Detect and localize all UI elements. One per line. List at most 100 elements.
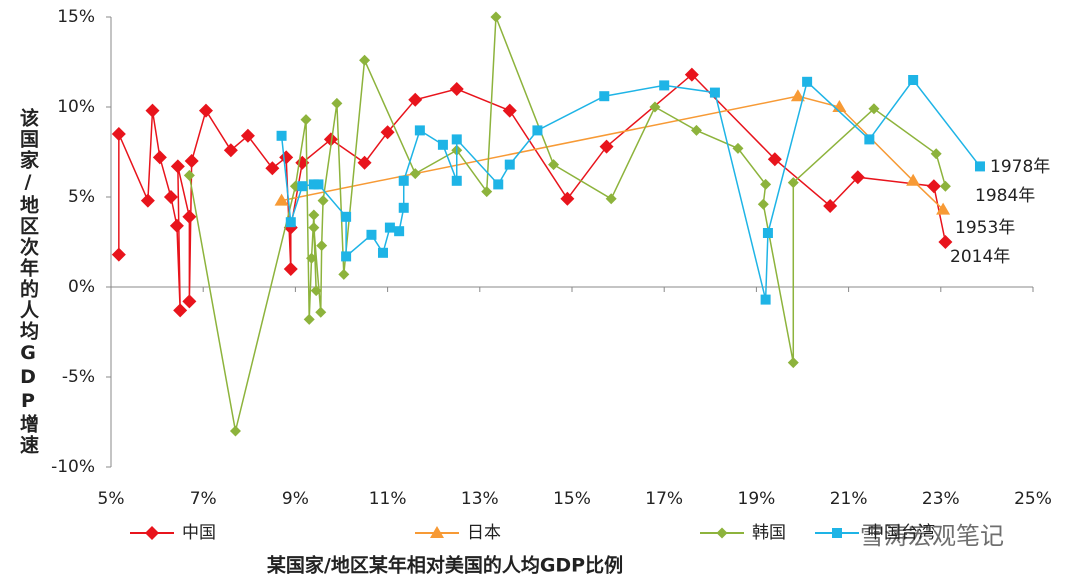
data-point bbox=[864, 134, 875, 145]
data-point bbox=[198, 103, 213, 118]
data-point bbox=[310, 285, 322, 297]
data-point bbox=[757, 198, 769, 210]
data-point bbox=[414, 125, 425, 136]
data-point bbox=[762, 228, 773, 238]
data-point bbox=[394, 226, 405, 237]
data-point bbox=[659, 80, 670, 91]
data-point bbox=[265, 161, 280, 176]
data-point bbox=[787, 177, 799, 189]
data-point bbox=[111, 247, 126, 262]
data-point bbox=[184, 154, 199, 168]
data-point bbox=[939, 180, 951, 192]
data-point bbox=[684, 67, 699, 82]
data-point bbox=[279, 150, 294, 165]
data-point bbox=[240, 128, 255, 143]
data-point bbox=[906, 173, 921, 186]
data-point bbox=[163, 190, 178, 204]
data-point bbox=[223, 143, 238, 158]
x-tick-label: 13% bbox=[461, 489, 499, 509]
data-point bbox=[183, 169, 195, 181]
data-point bbox=[490, 11, 502, 23]
x-tick-label: 25% bbox=[1014, 489, 1052, 509]
x-axis-label: 某国家/地区某年相对美国的人均GDP比例 bbox=[267, 554, 623, 577]
data-point bbox=[868, 103, 880, 115]
data-point bbox=[790, 89, 805, 102]
data-point bbox=[338, 268, 350, 280]
data-point bbox=[300, 114, 312, 126]
data-point bbox=[169, 218, 184, 233]
x-tick-label: 21% bbox=[830, 489, 868, 509]
data-point bbox=[481, 186, 493, 198]
x-tick-label: 19% bbox=[738, 489, 776, 509]
data-point bbox=[182, 294, 197, 309]
data-point bbox=[974, 161, 985, 172]
data-point bbox=[760, 294, 771, 305]
data-point bbox=[451, 134, 462, 145]
data-point bbox=[316, 240, 328, 252]
data-point bbox=[649, 101, 661, 113]
data-point bbox=[313, 179, 324, 190]
data-point bbox=[315, 306, 327, 318]
data-point bbox=[276, 130, 287, 141]
x-tick-label: 5% bbox=[98, 489, 125, 509]
data-point bbox=[398, 175, 409, 186]
x-tick-label: 17% bbox=[645, 489, 683, 509]
y-tick-label: -5% bbox=[62, 367, 95, 387]
data-point bbox=[532, 125, 543, 136]
legend-marker bbox=[145, 526, 159, 540]
data-point bbox=[599, 139, 614, 154]
data-point bbox=[850, 170, 865, 185]
legend-label: 日本 bbox=[467, 523, 501, 543]
watermark: 雪涛宏观笔记 bbox=[860, 522, 1004, 550]
data-point bbox=[366, 229, 377, 240]
data-point bbox=[787, 357, 799, 369]
y-tick-label: 0% bbox=[68, 277, 95, 297]
data-point bbox=[317, 195, 329, 207]
data-point bbox=[504, 159, 515, 170]
data-point bbox=[323, 132, 338, 147]
data-point bbox=[377, 247, 388, 258]
data-point bbox=[908, 75, 919, 85]
data-point bbox=[930, 148, 942, 160]
data-point bbox=[357, 155, 372, 170]
y-tick-label: 15% bbox=[57, 7, 95, 27]
data-point bbox=[331, 97, 343, 109]
legend-marker bbox=[716, 527, 728, 539]
data-point bbox=[449, 82, 464, 96]
data-point bbox=[111, 127, 126, 141]
annotation: 1978年 bbox=[990, 157, 1050, 177]
data-point bbox=[341, 251, 352, 262]
data-point bbox=[709, 87, 720, 98]
legend-label: 中国 bbox=[182, 523, 216, 543]
data-point bbox=[760, 178, 772, 190]
data-point bbox=[283, 262, 298, 276]
data-point bbox=[408, 92, 423, 107]
data-point bbox=[140, 193, 155, 208]
legend-marker bbox=[832, 528, 842, 538]
data-point bbox=[173, 303, 188, 318]
series-line bbox=[188, 16, 947, 432]
legend-label: 中国台湾 bbox=[867, 523, 935, 543]
data-point bbox=[306, 252, 318, 264]
data-point bbox=[802, 76, 813, 87]
data-point bbox=[502, 103, 517, 118]
data-point bbox=[767, 152, 782, 167]
annotation: 2014年 bbox=[950, 247, 1010, 267]
data-point bbox=[145, 103, 160, 118]
data-point bbox=[341, 211, 352, 222]
data-point bbox=[297, 181, 308, 192]
data-point bbox=[493, 179, 504, 190]
data-point bbox=[384, 222, 395, 233]
x-tick-label: 15% bbox=[553, 489, 591, 509]
data-point bbox=[936, 202, 951, 215]
data-point bbox=[398, 202, 409, 213]
data-point bbox=[823, 199, 838, 213]
data-point bbox=[437, 139, 448, 150]
x-tick-label: 7% bbox=[190, 489, 217, 509]
data-point bbox=[380, 125, 395, 140]
data-point bbox=[599, 91, 610, 102]
data-point bbox=[690, 124, 702, 136]
data-point bbox=[926, 179, 941, 194]
legend-label: 韩国 bbox=[752, 523, 786, 543]
